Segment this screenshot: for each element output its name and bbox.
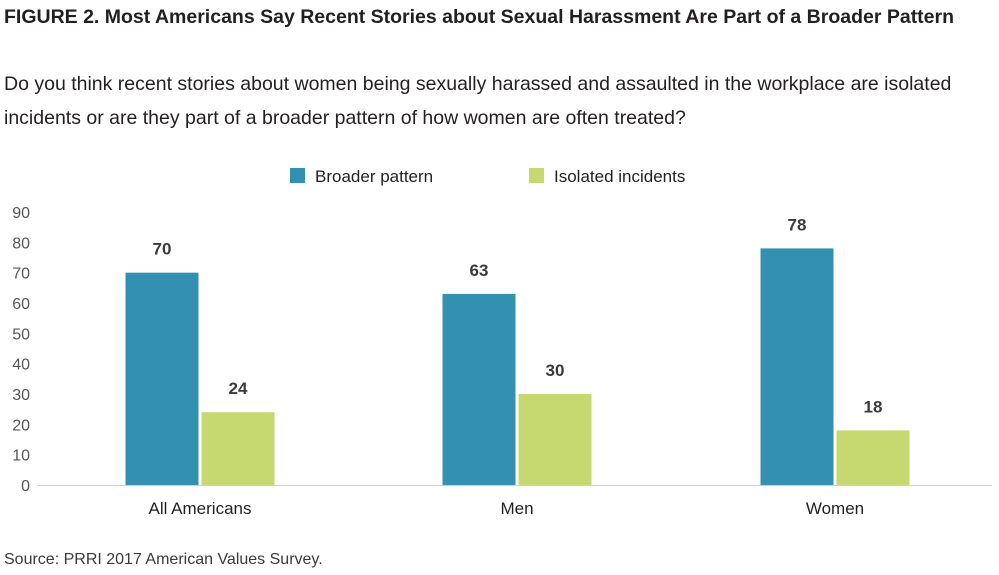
bar-group: 70 24 63 30 78 18	[125, 215, 910, 485]
x-category-label: Men	[500, 499, 533, 518]
data-label: 78	[788, 215, 807, 234]
bar-broader-pattern	[760, 248, 834, 485]
legend-swatch	[529, 168, 544, 183]
y-tick-label: 0	[21, 478, 30, 495]
y-tick-label: 20	[12, 417, 30, 434]
y-tick-label: 40	[12, 357, 30, 374]
legend-swatch	[290, 168, 305, 183]
y-axis: 0 10 20 30 40 50 60 70 80 90	[12, 205, 30, 495]
y-tick-label: 70	[12, 266, 30, 283]
bar-isolated-incidents	[201, 412, 275, 485]
bar-isolated-incidents	[518, 394, 592, 485]
y-tick-label: 10	[12, 448, 30, 465]
bar-broader-pattern	[125, 272, 199, 485]
y-tick-label: 60	[12, 296, 30, 313]
chart-subtitle: Do you think recent stories about women …	[4, 73, 952, 129]
y-tick-label: 80	[12, 235, 30, 252]
legend-label: Broader pattern	[315, 167, 433, 186]
chart-legend: Broader pattern Isolated incidents	[290, 167, 685, 186]
data-label: 63	[470, 261, 489, 280]
legend-label: Isolated incidents	[554, 167, 685, 186]
x-category-label: Women	[806, 499, 864, 518]
data-label: 18	[864, 397, 883, 416]
x-axis: All Americans Men Women	[38, 485, 992, 518]
bar-broader-pattern	[442, 293, 516, 485]
chart-source: Source: PRRI 2017 American Values Survey…	[4, 551, 323, 568]
data-label: 70	[153, 240, 172, 259]
y-tick-label: 50	[12, 326, 30, 343]
bar-chart: Broader pattern Isolated incidents 0 10 20 3…	[12, 167, 992, 518]
data-label: 30	[546, 361, 565, 380]
y-tick-label: 30	[12, 387, 30, 404]
y-tick-label: 90	[12, 205, 30, 222]
bar-isolated-incidents	[836, 430, 910, 485]
chart-title: FIGURE 2. Most Americans Say Recent Stor…	[4, 6, 955, 28]
data-label: 24	[229, 379, 248, 398]
x-category-label: All Americans	[149, 499, 252, 518]
